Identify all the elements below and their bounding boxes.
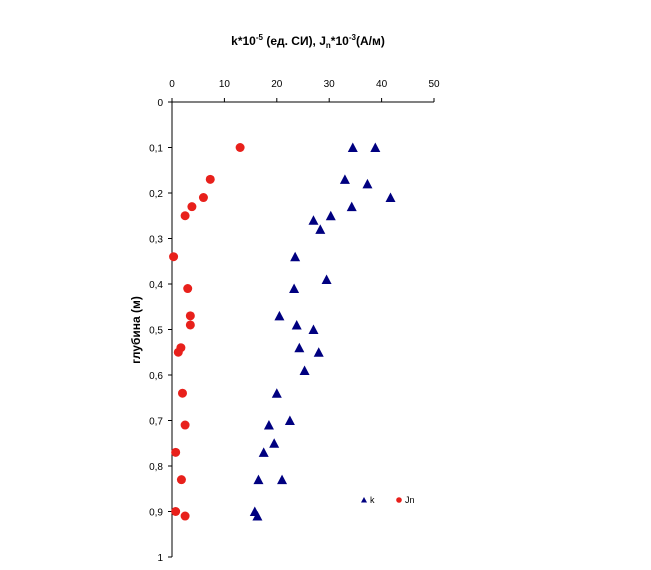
k-data-point <box>252 511 263 521</box>
jn-data-point <box>180 211 190 221</box>
k-data-point <box>258 447 269 457</box>
k-data-point <box>308 215 319 225</box>
k-data-point <box>290 251 301 262</box>
y-tick-label: 0,9 <box>149 508 163 519</box>
y-tick-label: 0,5 <box>149 326 163 337</box>
y-tick-label: 0,3 <box>149 235 163 246</box>
k-data-point <box>339 174 350 184</box>
k-data-point <box>308 324 319 334</box>
y-tick-label: 0,6 <box>149 371 163 382</box>
k-data-point <box>370 142 381 152</box>
jn-data-point <box>183 284 193 294</box>
axes: 0 10 20 30 40 50 0 0,1 0,2 0,3 0,4 0,5 0,6 0,7 0,8 0,9 1 <box>149 79 440 564</box>
k-data-point <box>269 438 280 448</box>
x-tick-label: 40 <box>376 79 388 90</box>
legend-marker-k <box>361 497 367 503</box>
k-data-point <box>294 342 305 353</box>
title-subscript: n <box>326 41 331 50</box>
jn-data-point <box>205 174 215 184</box>
k-data-point <box>284 415 295 425</box>
y-tick-label: 1 <box>157 553 163 564</box>
y-tick-label: 0,8 <box>149 462 163 473</box>
jn-data-point <box>171 507 181 516</box>
k-data-point <box>263 420 274 430</box>
y-tick-label: 0,1 <box>149 144 163 155</box>
title-superscript-2: -3 <box>349 33 357 42</box>
jn-data-point <box>180 511 190 521</box>
jn-data-point <box>176 475 186 485</box>
k-data-point <box>325 210 336 221</box>
k-data-point <box>277 474 288 485</box>
k-data-point <box>253 474 264 485</box>
k-data-point <box>347 142 358 152</box>
jn-data-point <box>169 252 179 262</box>
x-tick-label: 30 <box>324 79 336 90</box>
title-part-1: k*10 <box>231 34 256 48</box>
k-data-point <box>362 178 373 189</box>
k-data-point <box>346 201 357 212</box>
k-data-point <box>385 192 396 203</box>
title-part-2: (ед. СИ), J <box>263 34 326 48</box>
x-tick-label: 10 <box>219 79 231 90</box>
jn-data-point <box>177 388 187 398</box>
x-tick-label: 20 <box>271 79 283 90</box>
y-tick-label: 0,2 <box>149 189 163 200</box>
chart-title: k*10-5 (ед. СИ), Jn*10-3(А/м) <box>231 33 385 50</box>
title-part-3: *10 <box>331 34 349 48</box>
k-data-point <box>271 388 282 398</box>
k-data-point <box>274 310 285 321</box>
legend-label-jn: Jn <box>405 495 415 505</box>
y-tick-label: 0,7 <box>149 417 163 428</box>
jn-data-point <box>198 193 208 203</box>
jn-data-point <box>180 420 190 430</box>
k-data-point <box>321 274 332 284</box>
jn-data-point <box>235 143 245 152</box>
k-data-point <box>289 283 300 294</box>
x-tick-label: 50 <box>428 79 440 90</box>
jn-data-point <box>185 320 195 330</box>
title-part-4: (А/м) <box>356 34 385 48</box>
k-data-point <box>313 347 324 357</box>
y-tick-label: 0 <box>157 98 163 109</box>
legend-label-k: k <box>370 495 375 505</box>
jn-data-point <box>171 447 181 457</box>
jn-data-point <box>185 311 195 321</box>
k-data-point <box>315 224 326 234</box>
k-data-point <box>299 365 310 375</box>
y-axis-title: глубина (м) <box>129 296 143 364</box>
legend: k Jn <box>361 495 415 505</box>
y-tick-label: 0,4 <box>149 280 163 291</box>
jn-data-point <box>173 347 183 357</box>
k-data-point <box>291 319 302 330</box>
title-superscript-1: -5 <box>256 33 264 42</box>
jn-data-point <box>187 202 197 212</box>
legend-marker-jn <box>396 497 402 503</box>
x-tick-label: 0 <box>169 79 175 90</box>
data-marks <box>169 142 396 521</box>
